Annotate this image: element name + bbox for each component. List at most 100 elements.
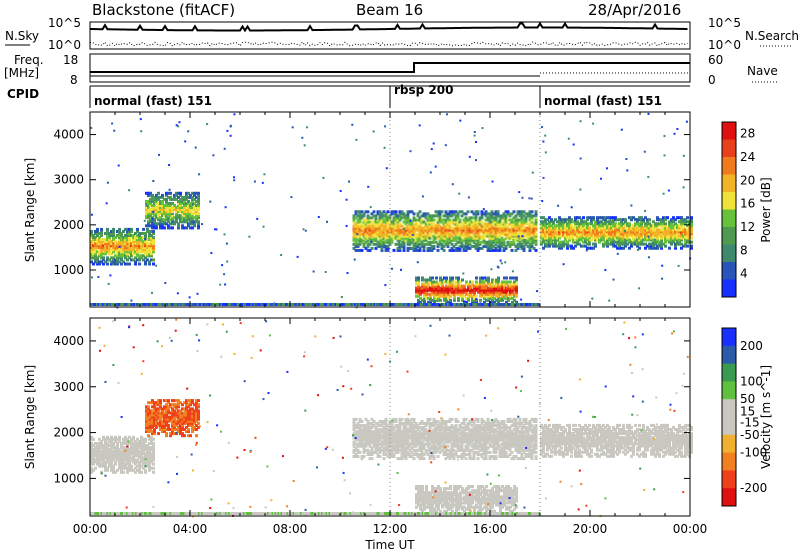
echo-cell xyxy=(153,415,156,419)
echo-cell xyxy=(167,206,170,209)
freq-tick-top: 18 xyxy=(63,53,78,67)
echo-cell xyxy=(128,240,131,244)
echo-cell xyxy=(554,230,557,234)
echo-cell xyxy=(189,220,192,224)
echo-cell xyxy=(165,222,168,226)
echo-cell xyxy=(566,234,569,238)
echo-cell xyxy=(433,286,436,290)
echo-cell xyxy=(630,218,633,222)
echo-cell xyxy=(430,230,434,234)
echo-cell xyxy=(444,242,448,246)
echo-cell xyxy=(447,290,450,294)
echo-cell xyxy=(509,288,512,292)
ground-scatter xyxy=(121,303,124,306)
echo-cell xyxy=(492,220,496,224)
echo-cell xyxy=(472,220,476,224)
echo-cell xyxy=(514,216,518,220)
echo-cell xyxy=(436,222,440,226)
echo-cell xyxy=(195,210,198,214)
echo-cell xyxy=(660,220,663,224)
echo-cell xyxy=(427,292,430,296)
echo-cell xyxy=(469,292,472,296)
scatter-point xyxy=(643,150,646,153)
echo-cell xyxy=(130,468,133,472)
echo-cell xyxy=(153,428,156,431)
echo-cell xyxy=(598,230,601,234)
echo-cell xyxy=(408,240,412,244)
echo-cell xyxy=(161,430,164,433)
echo-cell xyxy=(187,208,190,212)
echo-cell xyxy=(476,222,480,226)
echo-cell xyxy=(185,208,188,212)
echo-cell xyxy=(640,232,643,236)
echo-cell xyxy=(368,450,372,454)
echo-cell xyxy=(550,236,553,240)
ground-scatter xyxy=(279,303,281,306)
echo-cell xyxy=(150,446,153,450)
echo-cell xyxy=(187,434,190,438)
echo-cell xyxy=(412,230,416,234)
echo-cell xyxy=(447,288,450,292)
echo-cell xyxy=(466,224,470,228)
echo-cell xyxy=(485,278,488,282)
echo-cell xyxy=(151,208,154,212)
echo-cell xyxy=(384,216,388,220)
echo-cell xyxy=(197,226,200,230)
scatter-point xyxy=(152,180,155,182)
echo-cell xyxy=(438,240,442,244)
echo-cell xyxy=(435,282,438,286)
echo-cell xyxy=(606,236,609,240)
echo-cell xyxy=(456,232,460,236)
echo-cell xyxy=(600,222,603,226)
echo-cell xyxy=(506,242,510,246)
echo-cell xyxy=(153,214,156,218)
scatter-point xyxy=(644,210,647,212)
echo-cell xyxy=(189,218,192,222)
echo-cell xyxy=(392,212,396,216)
echo-cell xyxy=(432,218,436,222)
echo-cell xyxy=(628,224,631,228)
echo-cell xyxy=(620,236,623,240)
echo-cell xyxy=(442,236,446,240)
echo-cell xyxy=(568,232,571,236)
echo-cell xyxy=(140,242,143,246)
echo-cell xyxy=(504,236,508,240)
echo-cell xyxy=(434,226,438,230)
echo-cell xyxy=(476,236,480,240)
echo-cell xyxy=(424,236,428,240)
echo-cell xyxy=(652,246,655,250)
echo-cell xyxy=(100,232,103,235)
echo-cell xyxy=(96,238,99,242)
echo-cell xyxy=(494,212,498,216)
echo-cell xyxy=(570,244,573,248)
echo-cell xyxy=(542,238,545,242)
echo-cell xyxy=(690,216,693,220)
echo-cell xyxy=(402,236,406,240)
echo-cell xyxy=(622,246,625,250)
scatter-point xyxy=(616,252,619,255)
echo-cell xyxy=(453,292,456,296)
echo-cell xyxy=(360,214,364,218)
echo-cell xyxy=(418,230,422,234)
echo-cell xyxy=(646,226,649,230)
echo-cell xyxy=(414,246,418,250)
echo-cell xyxy=(140,244,143,248)
echo-cell xyxy=(106,242,109,246)
scatter-point xyxy=(530,197,533,200)
y-tick-label: 2000 xyxy=(53,218,84,232)
echo-cell xyxy=(652,238,655,242)
echo-cell xyxy=(120,242,123,246)
echo-cell xyxy=(584,226,587,230)
echo-cell xyxy=(652,220,655,224)
echo-cell xyxy=(448,222,452,226)
echo-cell xyxy=(596,222,599,226)
echo-cell xyxy=(502,246,506,250)
echo-cell xyxy=(144,468,147,472)
ground-scatter xyxy=(169,303,172,306)
echo-cell xyxy=(624,242,627,246)
echo-cell xyxy=(402,248,406,252)
echo-cell xyxy=(144,256,147,260)
echo-cell xyxy=(110,439,113,443)
echo-cell xyxy=(470,226,474,230)
echo-cell xyxy=(664,236,667,240)
